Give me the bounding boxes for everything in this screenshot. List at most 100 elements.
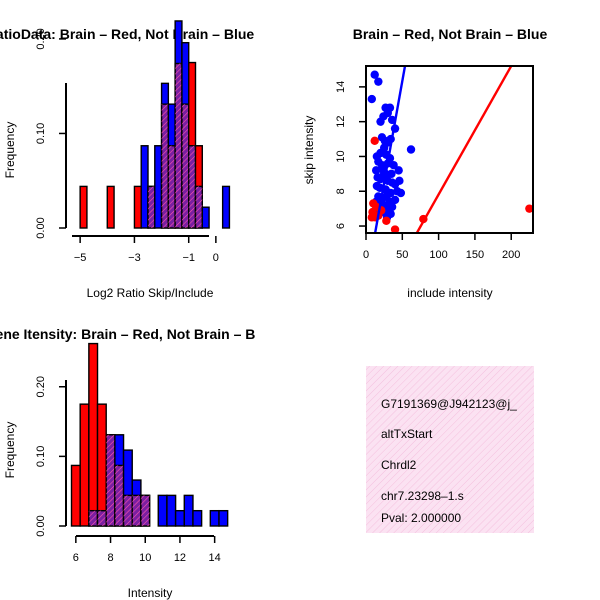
intensity-bar-overlap-hatch bbox=[132, 495, 141, 526]
ratio-y-tick-label: 0.10 bbox=[35, 123, 47, 144]
scatter-x-tick-label: 100 bbox=[429, 249, 447, 261]
intensity-bar-blue bbox=[209, 509, 220, 527]
intensity-scatter-panel: Brain – Red, Not Brain – Blue 0 50 100 150 2… bbox=[302, 26, 547, 300]
intensity-x-label: Intensity bbox=[128, 586, 173, 600]
info-pval: Pval: 2.000000 bbox=[381, 511, 461, 525]
scatter-point-blue bbox=[406, 145, 416, 154]
scatter-y-tick-label: 6 bbox=[335, 223, 347, 229]
scatter-y-tick-label: 8 bbox=[335, 188, 347, 194]
ratio-x-tick-label: −5 bbox=[74, 252, 87, 264]
intensity-x-tick-label: 8 bbox=[107, 552, 113, 564]
scatter-y-tick-label: 14 bbox=[335, 81, 347, 93]
scatter-point-blue bbox=[394, 166, 403, 175]
ratio-x-tick-label: −1 bbox=[182, 252, 195, 264]
intensity-histogram-panel: Gene Itensity: Brain – Red, Not Brain – … bbox=[0, 326, 255, 600]
intensity-bar-red bbox=[79, 403, 90, 527]
ratio-chart-title: RatioData: Brain – Red, Not Brain – Blue bbox=[0, 26, 254, 42]
info-location: chr7.23298–1.s bbox=[381, 489, 464, 503]
scatter-point-blue bbox=[396, 188, 406, 198]
intensity-bar-overlap-hatch bbox=[114, 465, 124, 526]
intensity-bar-overlap-hatch bbox=[140, 495, 150, 526]
scatter-y-tick-label: 10 bbox=[335, 150, 347, 162]
scatter-point-blue bbox=[370, 70, 379, 79]
ratio-x-ticks: −5 −3 −1 0 bbox=[74, 236, 219, 264]
intensity-bar-blue bbox=[174, 509, 185, 527]
scatter-point-blue bbox=[385, 103, 395, 112]
ratio-bar-blue bbox=[201, 206, 210, 229]
intensity-bar-blue bbox=[166, 494, 177, 527]
scatter-point-blue bbox=[387, 169, 396, 179]
intensity-bar-red bbox=[88, 342, 99, 527]
intensity-bar-blue bbox=[157, 494, 168, 527]
scatter-point-blue bbox=[371, 166, 381, 175]
ratio-bar-blue bbox=[221, 185, 231, 229]
intensity-y-tick-label: 0.10 bbox=[35, 446, 47, 467]
intensity-bar-blue bbox=[183, 494, 194, 527]
scatter-x-tick-label: 150 bbox=[466, 249, 484, 261]
scatter-y-ticks: 6 8 10 12 14 bbox=[335, 81, 366, 229]
scatter-point-blue bbox=[386, 209, 395, 219]
intensity-y-tick-label: 0.00 bbox=[35, 515, 47, 536]
ratio-bar-overlap-hatch bbox=[161, 104, 169, 228]
ratio-bar-overlap-hatch bbox=[181, 104, 189, 228]
scatter-point-red bbox=[390, 225, 400, 233]
scatter-point-blue bbox=[389, 160, 398, 170]
scatter-point-red bbox=[382, 216, 391, 226]
scatter-y-label: skip intensity bbox=[302, 116, 316, 185]
info-event-type: altTxStart bbox=[381, 427, 433, 441]
scatter-point-blue bbox=[395, 176, 404, 186]
intensity-y-tick-label: 0.20 bbox=[35, 376, 47, 397]
intensity-x-tick-label: 12 bbox=[174, 552, 186, 564]
intensity-x-tick-label: 10 bbox=[139, 552, 151, 564]
scatter-x-tick-label: 0 bbox=[363, 249, 369, 261]
scatter-x-tick-label: 200 bbox=[502, 249, 520, 261]
ratio-bar-overlap-hatch bbox=[148, 186, 155, 228]
intensity-bar-overlap-hatch bbox=[88, 510, 98, 526]
ratio-bar-blue bbox=[154, 145, 163, 229]
ratio-x-label: Log2 Ratio Skip/Include bbox=[87, 286, 214, 300]
scatter-point-blue bbox=[367, 94, 377, 104]
intensity-bar-red bbox=[96, 403, 107, 527]
ratio-y-ticks: 0.00 0.10 0.20 bbox=[35, 28, 66, 239]
intensity-y-label: Frequency bbox=[3, 422, 17, 479]
scatter-x-tick-label: 50 bbox=[396, 249, 408, 261]
info-gene-id: G7191369@J942123@j_ bbox=[381, 397, 517, 411]
scatter-chart-title: Brain – Red, Not Brain – Blue bbox=[353, 26, 548, 42]
ratio-y-tick-label: 0.20 bbox=[35, 28, 47, 49]
scatter-point-blue bbox=[390, 195, 400, 205]
intensity-y-ticks: 0.00 0.10 0.20 bbox=[35, 376, 66, 537]
ratio-bar-red bbox=[79, 185, 88, 229]
scatter-point-blue bbox=[374, 77, 383, 86]
intensity-bar-overlap-hatch bbox=[97, 510, 107, 526]
ratio-histogram-panel: RatioData: Brain – Red, Not Brain – Blue… bbox=[0, 20, 254, 300]
scatter-x-ticks: 0 50 100 150 200 bbox=[363, 233, 520, 261]
intensity-bar-blue bbox=[192, 509, 203, 527]
scatter-fit-line-blue bbox=[373, 66, 407, 233]
ratio-bar-blue bbox=[140, 145, 149, 229]
intensity-bar-overlap-hatch bbox=[123, 495, 133, 526]
ratio-bar-overlap-hatch bbox=[168, 145, 176, 228]
scatter-point-red bbox=[525, 204, 533, 213]
ratio-bar-red bbox=[133, 185, 142, 229]
intensity-bars bbox=[70, 342, 229, 527]
ratio-bar-overlap-hatch bbox=[175, 63, 182, 229]
scatter-point-red bbox=[367, 213, 377, 222]
ratio-bar-red bbox=[106, 185, 115, 229]
scatter-fit-line-red bbox=[415, 66, 513, 233]
intensity-bar-overlap-hatch bbox=[106, 434, 115, 526]
intensity-x-ticks: 6 8 10 12 14 bbox=[73, 536, 221, 564]
intensity-bar-blue bbox=[218, 509, 229, 527]
scatter-point-red bbox=[370, 136, 379, 146]
scatter-plot-box bbox=[365, 65, 534, 234]
intensity-x-tick-label: 14 bbox=[209, 552, 221, 564]
scatter-x-label: include intensity bbox=[407, 286, 492, 300]
intensity-x-tick-label: 6 bbox=[73, 552, 79, 564]
intensity-bar-red bbox=[70, 464, 81, 527]
ratio-y-tick-label: 0.00 bbox=[35, 217, 47, 238]
intensity-chart-title: Gene Itensity: Brain – Red, Not Brain – … bbox=[0, 326, 255, 342]
scatter-plot-area bbox=[367, 66, 533, 233]
ratio-x-tick-label: −3 bbox=[128, 252, 141, 264]
ratio-bar-overlap-hatch bbox=[188, 145, 196, 228]
ratio-x-tick-label: 0 bbox=[213, 252, 219, 264]
